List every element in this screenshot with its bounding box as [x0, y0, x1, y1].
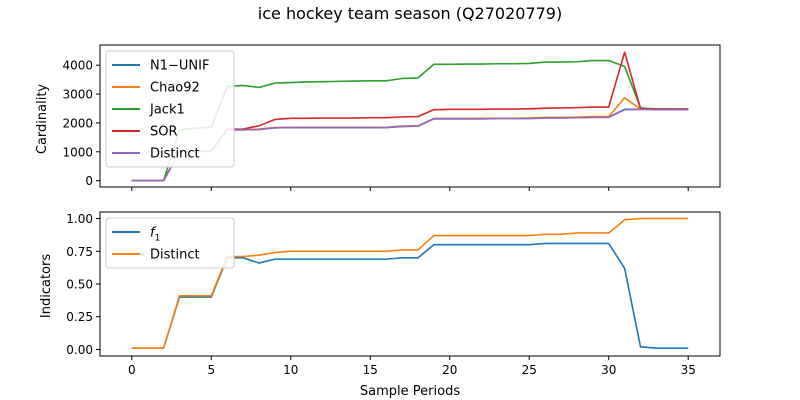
legend-box	[105, 217, 235, 269]
y-tick-label: 0.25	[66, 310, 93, 324]
y-tick-label: 0.50	[66, 278, 93, 292]
x-axis-label: Sample Periods	[360, 384, 460, 399]
legend: N1−UNIF Chao92 Jack1 SOR Distinct	[105, 50, 235, 168]
cardinality-panel: 0 1000 2000 3000 4000 N1−UNIF Chao92 Jack1 SOR Di…	[62, 44, 721, 191]
legend-box	[105, 50, 235, 168]
legend: f1 Distinct	[105, 217, 235, 269]
x-tick-label: 10	[283, 363, 298, 377]
legend-label: Jack1	[149, 103, 185, 118]
y-tick-label: 0.75	[66, 245, 93, 259]
y-tick-label: 1000	[62, 145, 93, 159]
y-tick-label: 0.00	[66, 343, 93, 357]
indicators-panel: 0 5 10 15 20 25 30 35 0.00 0.25 0.50 0.75 1.00 f1 Dist…	[66, 211, 721, 377]
x-tick-label: 15	[363, 363, 378, 377]
y-tick-label: 2000	[62, 116, 93, 130]
legend-label: SOR	[150, 125, 178, 140]
legend-label: N1−UNIF	[150, 59, 209, 74]
legend-label: Distinct	[150, 248, 200, 263]
x-tick-label: 25	[522, 363, 537, 377]
top-y-axis-label: Cardinality	[35, 84, 50, 155]
legend-label: f1	[150, 226, 160, 244]
x-tick-label: 35	[681, 363, 696, 377]
x-tick-label: 20	[442, 363, 457, 377]
y-tick-label: 0	[85, 174, 93, 188]
figure-title: ice hockey team season (Q27020779)	[258, 4, 562, 23]
y-tick-label: 3000	[62, 88, 93, 102]
legend-label: Distinct	[150, 147, 200, 162]
bottom-y-axis-label: Indicators	[39, 254, 54, 318]
y-tick-label: 1.00	[66, 212, 93, 226]
x-tick-label: 5	[207, 363, 215, 377]
axes-frame	[99, 44, 721, 188]
x-tick-label: 0	[128, 363, 136, 377]
legend-label: Chao92	[150, 81, 200, 96]
x-tick-label: 30	[601, 363, 616, 377]
y-tick-label: 4000	[62, 59, 93, 73]
